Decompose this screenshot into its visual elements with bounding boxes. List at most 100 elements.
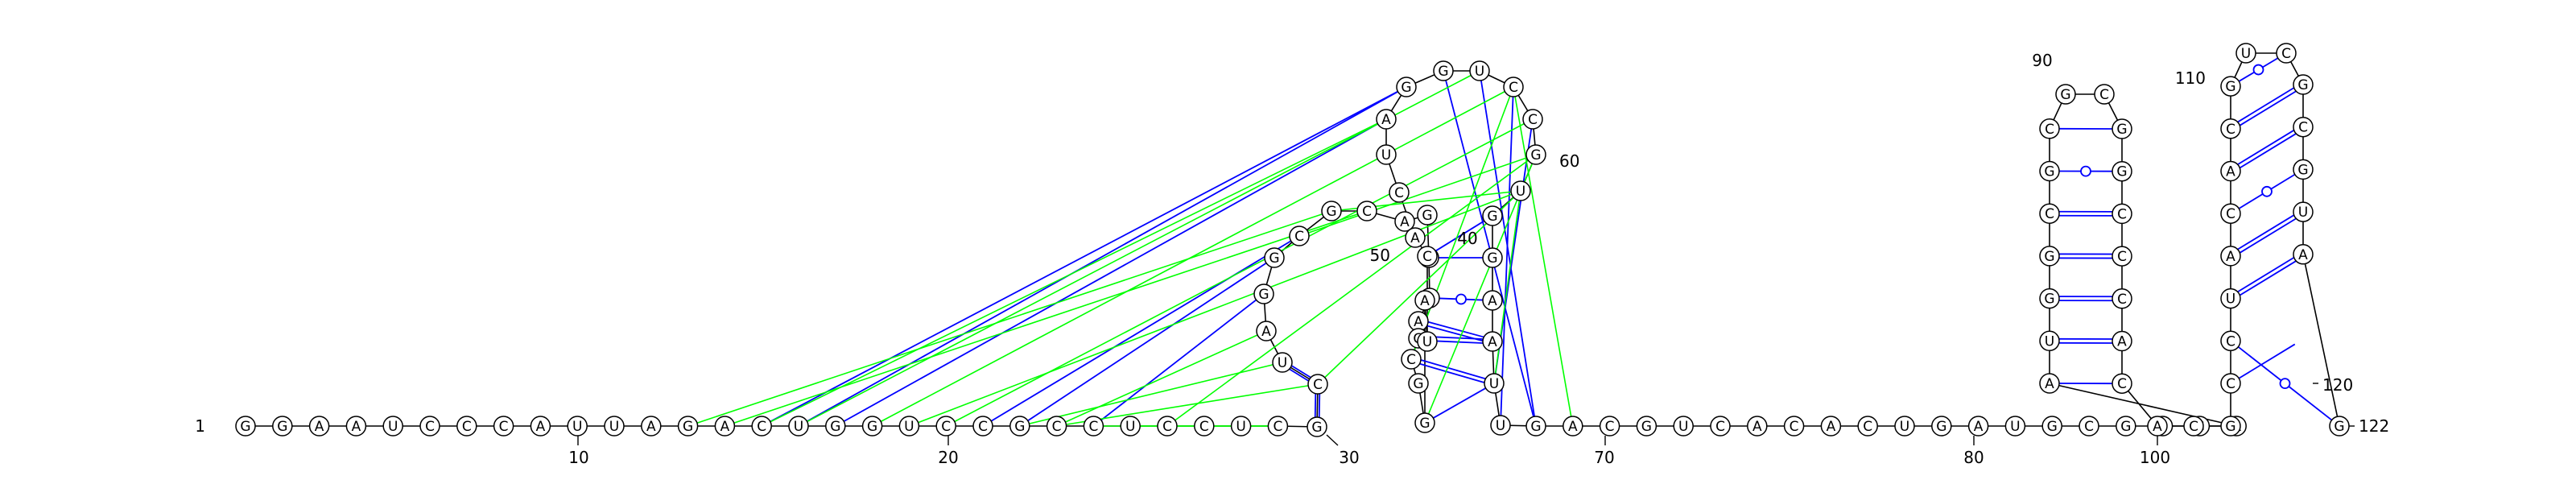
nucleotide: G <box>2220 76 2241 97</box>
svg-text:C: C <box>2226 122 2235 138</box>
tertiary-interactions <box>687 70 1574 427</box>
svg-text:C: C <box>1790 419 1799 435</box>
svg-text:G: G <box>2116 164 2127 180</box>
svg-text:A: A <box>1752 419 1762 435</box>
svg-text:C: C <box>1509 80 1518 96</box>
svg-text:G: G <box>2044 292 2054 308</box>
svg-text:C: C <box>941 419 951 435</box>
svg-text:G: G <box>1438 64 1448 80</box>
svg-text:U: U <box>2226 292 2235 308</box>
nucleotide: A <box>530 416 551 437</box>
nucleotide: G <box>1525 144 1546 165</box>
svg-text:A: A <box>1974 419 1984 435</box>
nucleotide: G <box>2039 288 2060 309</box>
nucleotide: G <box>2039 246 2060 267</box>
position-number: 40 <box>1457 229 1477 248</box>
tertiary-interaction <box>1298 154 1537 237</box>
svg-text:C: C <box>2117 292 2127 308</box>
nucleotide: C <box>2183 416 2204 437</box>
svg-text:C: C <box>2189 419 2198 435</box>
svg-text:G: G <box>2297 162 2308 178</box>
long-range-pair <box>1500 86 1514 426</box>
svg-text:C: C <box>2117 376 2127 392</box>
svg-text:U: U <box>1900 419 1909 435</box>
long-range-pair <box>798 86 1407 427</box>
hairpin-1-pair <box>2058 253 2113 259</box>
svg-text:A: A <box>1488 334 1497 350</box>
nucleotide: A <box>2112 330 2132 352</box>
svg-text:C: C <box>2045 206 2054 222</box>
svg-text:C: C <box>2117 249 2127 265</box>
svg-text:C: C <box>2226 333 2235 350</box>
long-range-pair <box>982 235 1300 427</box>
nucleotide: U <box>1484 373 1505 394</box>
svg-text:G: G <box>2334 419 2344 435</box>
nucleotide: C <box>1046 416 1067 437</box>
nucleotide: A <box>2147 416 2168 437</box>
nucleotide: G <box>2220 416 2241 437</box>
nucleotide: C <box>2220 373 2241 394</box>
nucleotide: A <box>345 416 367 437</box>
tertiary-interaction <box>1410 86 1514 360</box>
nucleotide: A <box>1967 416 1989 437</box>
nucleotide: U <box>1417 331 1438 352</box>
nucleotide: C <box>2039 118 2060 139</box>
nucleotide: A <box>1482 290 1503 311</box>
svg-text:U: U <box>1496 418 1505 434</box>
svg-text:A: A <box>1400 214 1410 230</box>
nucleotide: U <box>1120 416 1141 437</box>
svg-text:G: G <box>1419 416 1430 432</box>
position-number: 110 <box>2175 68 2206 88</box>
svg-text:U: U <box>794 419 803 435</box>
tertiary-interaction <box>761 118 1387 427</box>
svg-text:C: C <box>2084 419 2094 435</box>
svg-text:C: C <box>1715 419 1725 435</box>
nucleotide: G <box>2329 416 2350 437</box>
hairpin-1-pair <box>2058 210 2113 217</box>
svg-text:U: U <box>1422 334 1432 350</box>
svg-text:G: G <box>1401 80 1411 96</box>
svg-text:C: C <box>1406 352 1416 368</box>
svg-text:C: C <box>2099 87 2109 103</box>
svg-text:G: G <box>277 419 287 435</box>
nucleotide: C <box>2220 203 2241 224</box>
nucleotide: C <box>2220 330 2241 352</box>
svg-text:G: G <box>1487 209 1497 225</box>
svg-text:C: C <box>1088 419 1098 435</box>
nucleotide: G <box>825 416 846 437</box>
hairpin-2-pair <box>2237 214 2297 254</box>
central-helix-pair <box>1435 220 1485 252</box>
hairpin-2-pair <box>2238 343 2296 379</box>
position-number: 50 <box>1370 246 1390 265</box>
svg-text:A: A <box>315 419 324 435</box>
nucleotide: A <box>1563 416 1583 437</box>
nucleotide: U <box>898 416 920 437</box>
svg-text:C: C <box>978 419 988 435</box>
nucleotide: C <box>2112 373 2132 394</box>
nucleotide: C <box>2094 84 2115 105</box>
svg-text:G: G <box>2047 419 2058 435</box>
nucleotide: G <box>1253 283 1274 304</box>
nucleotide: A <box>1820 416 1842 437</box>
svg-text:G: G <box>1326 204 1336 220</box>
nucleotide: C <box>1783 416 1805 437</box>
svg-text:G: G <box>1413 376 1423 392</box>
nucleotide: G <box>2055 84 2076 105</box>
nucleotide: U <box>2220 288 2241 309</box>
nucleotide: A <box>2220 160 2241 182</box>
svg-text:C: C <box>2117 206 2127 222</box>
nucleotide: G <box>1433 60 1454 81</box>
hairpin-2-pair <box>2237 130 2297 169</box>
nucleotide: C <box>493 416 514 437</box>
svg-text:U: U <box>2298 205 2308 221</box>
hairpin-1-pair <box>2058 165 2113 177</box>
nucleotide: U <box>1469 60 1490 81</box>
nucleotide: G <box>1482 205 1503 226</box>
svg-text:U: U <box>609 419 619 435</box>
nucleotide: G <box>1321 201 1342 221</box>
nucleotide: A <box>308 416 330 437</box>
tertiary-interaction <box>872 86 1514 427</box>
svg-text:G: G <box>2044 249 2054 265</box>
